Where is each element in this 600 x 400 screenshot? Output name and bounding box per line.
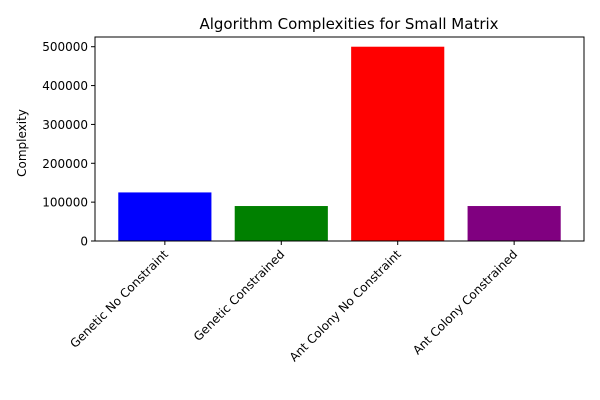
chart-title: Algorithm Complexities for Small Matrix (199, 15, 498, 33)
bar-ant-colony-constrained (467, 206, 561, 241)
bar-genetic-constrained (234, 206, 328, 241)
bar-genetic-no-constraint (118, 192, 212, 241)
y-tick-label: 400000 (42, 79, 88, 93)
y-tick-label: 300000 (42, 118, 88, 132)
bars-group (118, 46, 561, 241)
y-tick-label: 500000 (42, 40, 88, 54)
y-ticks-group: 0 100000 200000 300000 400000 500000 (42, 40, 95, 249)
plot-frame (94, 36, 585, 242)
x-tick-label-ant-colony-constrained: Ant Colony Constrained (410, 247, 520, 357)
y-axis-label: Complexity (15, 109, 29, 177)
x-tick-label-genetic-constrained: Genetic Constrained (191, 247, 288, 344)
x-tick-label-ant-colony-no-constraint: Ant Colony No Constraint (287, 247, 404, 364)
y-tick-label: 100000 (42, 196, 88, 210)
x-tick-label-genetic-no-constraint: Genetic No Constraint (67, 247, 171, 351)
x-ticks-group: Genetic No Constraint Genetic Constrained… (67, 241, 520, 364)
y-tick-label: 200000 (42, 157, 88, 171)
y-tick-label: 0 (80, 235, 88, 249)
bar-ant-colony-no-constraint (351, 46, 445, 241)
